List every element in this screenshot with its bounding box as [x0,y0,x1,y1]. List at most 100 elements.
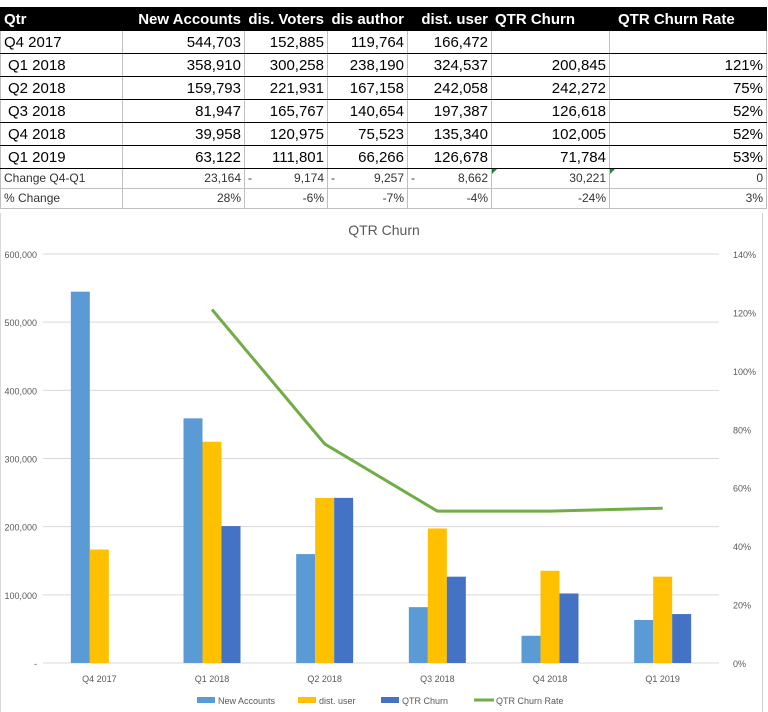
table-cell[interactable]: 300,258 [244,53,328,77]
column-header[interactable]: QTR Churn Rate [609,7,767,31]
table-cell[interactable]: Q3 2018 [0,99,123,123]
y-right-tick-label: 40% [733,542,751,552]
table-cell[interactable]: - 8,662 [407,168,492,189]
bar-dist-user[interactable] [89,549,109,663]
bar-qtr-churn[interactable] [672,614,692,663]
table-cell[interactable]: 0 [609,168,767,189]
table-cell[interactable]: Q1 2019 [0,145,123,169]
table-cell[interactable]: -24% [491,188,610,209]
table-cell[interactable]: 120,975 [244,122,328,146]
table-cell[interactable]: 28% [122,188,245,209]
table-cell[interactable]: 3% [609,188,767,209]
y-left-tick-label: 400,000 [4,386,37,396]
legend-item[interactable]: New Accounts [197,696,276,706]
table-cell[interactable]: 23,164 [122,168,245,189]
y-left-tick-label: 100,000 [4,591,37,601]
column-header[interactable]: Qtr [0,7,123,31]
table-cell[interactable]: 75,523 [327,122,408,146]
table-cell[interactable]: 358,910 [122,53,245,77]
cell-value: 0 [756,171,763,185]
cell-value: 9,257 [373,171,404,185]
table-cell[interactable]: 140,654 [327,99,408,123]
cell-value: 23,164 [204,171,241,185]
table-cell[interactable]: 324,537 [407,53,492,77]
table-cell[interactable]: Q1 2018 [0,53,123,77]
bar-dist-user[interactable] [653,576,673,663]
table-cell[interactable]: Q4 2017 [0,30,123,54]
bar-qtr-churn[interactable] [559,593,579,663]
table-cell[interactable]: 242,272 [491,76,610,100]
column-header[interactable]: dist. user [407,7,492,31]
legend-item[interactable]: QTR Churn [381,696,448,706]
table-cell[interactable]: 242,058 [407,76,492,100]
table-cell[interactable]: 119,764 [327,30,408,54]
table-cell[interactable]: 200,845 [491,53,610,77]
column-header[interactable]: dis. Voters [244,7,328,31]
table-cell[interactable]: 75% [609,76,767,100]
table-cell[interactable]: Change Q4-Q1 [0,168,123,189]
window-edge [762,213,768,712]
bar-new-accounts[interactable] [296,554,316,663]
table-cell[interactable] [609,30,767,54]
table-cell[interactable]: -6% [244,188,328,209]
table-cell[interactable]: 30,221 [491,168,610,189]
table-cell[interactable]: 221,931 [244,76,328,100]
table-cell[interactable]: 126,678 [407,145,492,169]
table-cell[interactable]: 121% [609,53,767,77]
table-cell[interactable]: 81,947 [122,99,245,123]
table-cell[interactable] [491,30,610,54]
table-cell[interactable]: 52% [609,99,767,123]
table-cell[interactable]: 238,190 [327,53,408,77]
table-cell[interactable]: Q2 2018 [0,76,123,100]
table-cell[interactable]: 111,801 [244,145,328,169]
bar-dist-user[interactable] [427,528,447,663]
y-left-tick-label: 200,000 [4,523,37,533]
table-cell[interactable]: 166,472 [407,30,492,54]
cell-value: 30,221 [569,171,606,185]
table-cell[interactable]: 52% [609,122,767,146]
bar-new-accounts[interactable] [634,619,654,663]
table-cell[interactable]: 152,885 [244,30,328,54]
bar-dist-user[interactable] [315,497,335,663]
bar-qtr-churn[interactable] [334,497,354,663]
table-cell[interactable]: 39,958 [122,122,245,146]
y-left-tick-label: - [34,659,37,669]
table-row: Q1 2018 358,910 300,258 238,190 324,537 200,8… [0,53,767,77]
column-header[interactable]: New Accounts [122,7,245,31]
table-cell[interactable]: 197,387 [407,99,492,123]
table-cell[interactable]: % Change [0,188,123,209]
table-row: Q4 2018 39,958 120,975 75,523 135,340 102,005… [0,122,767,146]
table-cell[interactable]: 165,767 [244,99,328,123]
table-cell[interactable]: - 9,257 [327,168,408,189]
bar-new-accounts[interactable] [521,635,541,663]
legend-item[interactable]: dist. user [298,696,356,706]
line-qtr-churn-rate[interactable] [210,308,663,513]
bar-new-accounts[interactable] [408,607,428,663]
table-cell[interactable]: 53% [609,145,767,169]
table-cell[interactable]: 159,793 [122,76,245,100]
bar-dist-user[interactable] [202,441,222,663]
table-cell[interactable]: -7% [327,188,408,209]
table-cell[interactable]: 167,158 [327,76,408,100]
bar-new-accounts[interactable] [70,291,90,663]
table-cell[interactable]: 544,703 [122,30,245,54]
table-cell[interactable]: - 9,174 [244,168,328,189]
y-right-tick-label: 0% [733,659,746,669]
table-cell[interactable]: 102,005 [491,122,610,146]
table-cell[interactable]: -4% [407,188,492,209]
table-cell[interactable]: Q4 2018 [0,122,123,146]
table-cell[interactable]: 126,618 [491,99,610,123]
legend-item[interactable]: QTR Churn Rate [474,696,564,706]
column-header[interactable]: QTR Churn [491,7,610,31]
table-cell[interactable]: 135,340 [407,122,492,146]
table-cell[interactable]: 66,266 [327,145,408,169]
bar-new-accounts[interactable] [183,418,203,663]
y-right-tick-label: 140% [733,250,756,260]
table-cell[interactable]: 63,122 [122,145,245,169]
column-header[interactable]: dis author [327,7,408,31]
bar-dist-user[interactable] [540,570,560,663]
bar-qtr-churn[interactable] [221,526,241,663]
bar-qtr-churn[interactable] [446,576,466,663]
table-cell[interactable]: 71,784 [491,145,610,169]
y-right-tick-label: 120% [733,308,756,318]
